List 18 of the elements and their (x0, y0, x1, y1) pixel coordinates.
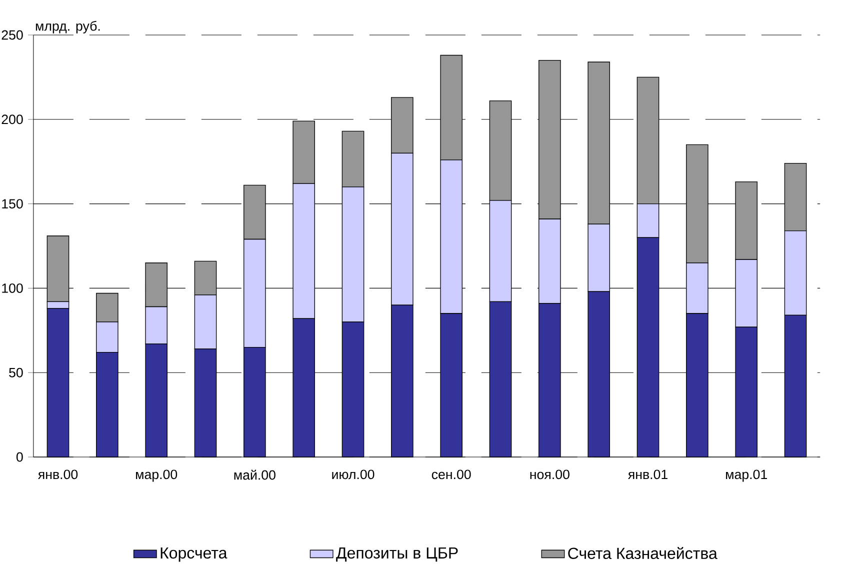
y-tick-label: 50 (9, 368, 23, 378)
x-tick-label: июл.00 (332, 470, 374, 480)
y-tick-label: 200 (2, 114, 23, 124)
legend-label: Депозиты в ЦБР (336, 547, 458, 562)
x-tick-label: май.00 (234, 470, 276, 480)
y-tick-label: 0 (16, 452, 23, 462)
legend-label: Корсчета (160, 547, 228, 562)
y-tick-label: 100 (2, 283, 23, 293)
y-tick-label: 150 (2, 199, 23, 209)
y-tick-label: 250 (2, 30, 23, 40)
x-tick-label: янв.00 (38, 470, 78, 480)
x-tick-label: янв.01 (628, 470, 668, 480)
x-tick-label: сен.00 (432, 470, 471, 480)
legend-label: Счета Казначейства (568, 546, 718, 560)
x-tick-label: мар.00 (136, 470, 178, 482)
x-tick-label: ноя.00 (530, 470, 570, 480)
y-axis-title: млрд. руб. (36, 20, 100, 34)
x-tick-label: мар.01 (726, 470, 767, 482)
